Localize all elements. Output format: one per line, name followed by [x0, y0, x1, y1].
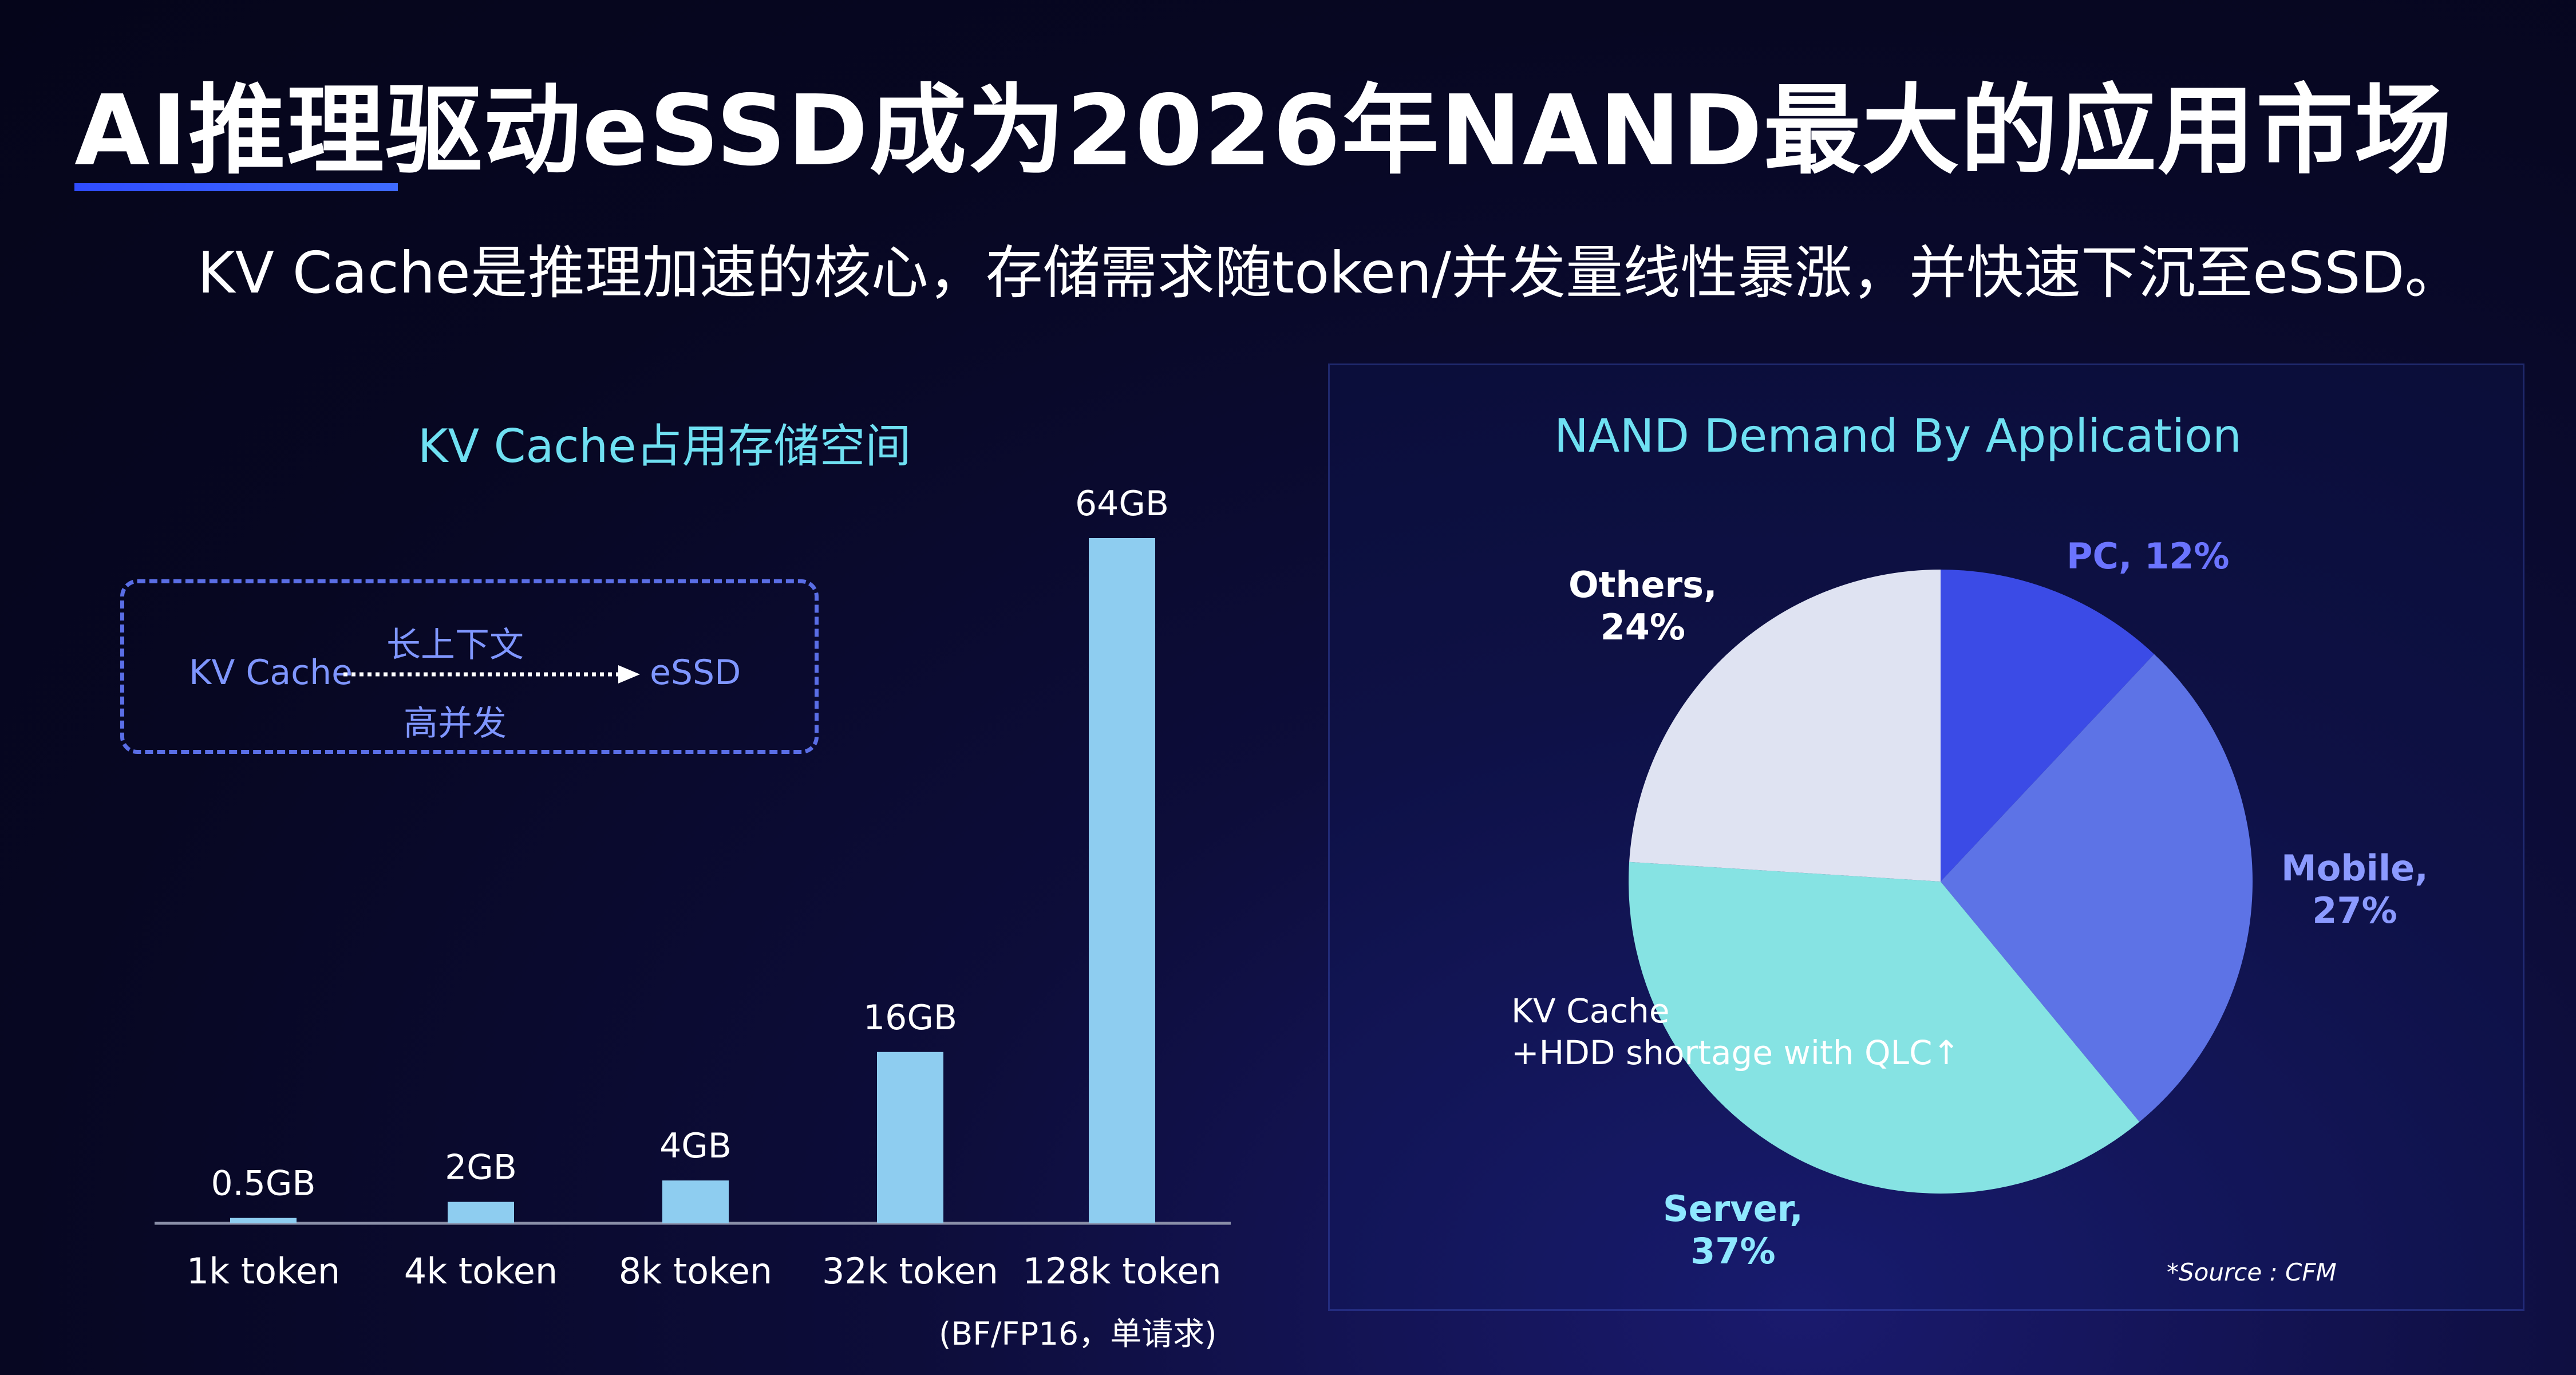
x-tick-label: 8k token — [619, 1250, 772, 1292]
kv-flow-source: KV Cache — [189, 653, 353, 693]
bar-value-label: 0.5GB — [211, 1164, 315, 1204]
kv-flow-top-label: 长上下文 — [386, 625, 524, 665]
pie-label-mobile: Mobile, 27% — [2281, 847, 2428, 932]
bar — [448, 1202, 514, 1223]
title-underline — [74, 183, 398, 191]
bar — [1089, 538, 1155, 1223]
bar-value-label: 2GB — [445, 1148, 517, 1188]
kv-flow-bottom-label: 高并发 — [404, 704, 507, 744]
bar — [230, 1218, 297, 1223]
bar-value-label: 4GB — [659, 1126, 732, 1166]
kv-cache-flow-box — [120, 579, 819, 754]
x-tick-label: 128k token — [1022, 1250, 1221, 1292]
x-tick-label: 1k token — [187, 1250, 340, 1292]
bar — [877, 1052, 943, 1223]
bar-value-label: 64GB — [1075, 484, 1169, 524]
bar-chart-title: KV Cache占用存储空间 — [418, 420, 911, 473]
bar-chart: 0.5GB 1k token 2GB 4k token 4GB 8k token 16GB 3… — [155, 484, 1231, 1292]
bar-value-label: 16GB — [863, 998, 957, 1038]
pie-annotation-line-1: KV Cache — [1511, 991, 1670, 1030]
pie-slice-mobile — [1941, 654, 2253, 1122]
pie-label-server: Server, 37% — [1663, 1188, 1803, 1273]
bar-footnote: (BF/FP16，单请求) — [939, 1315, 1217, 1352]
x-tick-label: 32k token — [822, 1250, 998, 1292]
source-note: *Source : CFM — [2167, 1258, 2337, 1286]
kv-flow-target: eSSD — [650, 653, 741, 693]
pie-slice-server — [1629, 862, 2140, 1194]
x-tick-label: 4k token — [404, 1250, 558, 1292]
bar — [662, 1180, 729, 1223]
page-title: AI推理驱动eSSD成为2026年NAND最大的应用市场 — [74, 74, 2453, 188]
pie-slice-others — [1629, 570, 1941, 882]
page-subtitle: KV Cache是推理加速的核心，存储需求随token/并发量线性暴涨，并快速下… — [197, 239, 2462, 306]
pie-chart-title: NAND Demand By Application — [1554, 409, 2242, 463]
pie-label-pc: PC, 12% — [2067, 535, 2230, 577]
pie-annotation-line-2: +HDD shortage with QLC↑ — [1511, 1033, 1961, 1072]
pie-label-others: Others, 24% — [1568, 564, 1717, 649]
pie-slice-pc — [1941, 570, 2155, 882]
pie-annotation: KV Cache +HDD shortage with QLC↑ — [1511, 990, 1960, 1073]
kv-flow-arrow — [343, 665, 640, 683]
